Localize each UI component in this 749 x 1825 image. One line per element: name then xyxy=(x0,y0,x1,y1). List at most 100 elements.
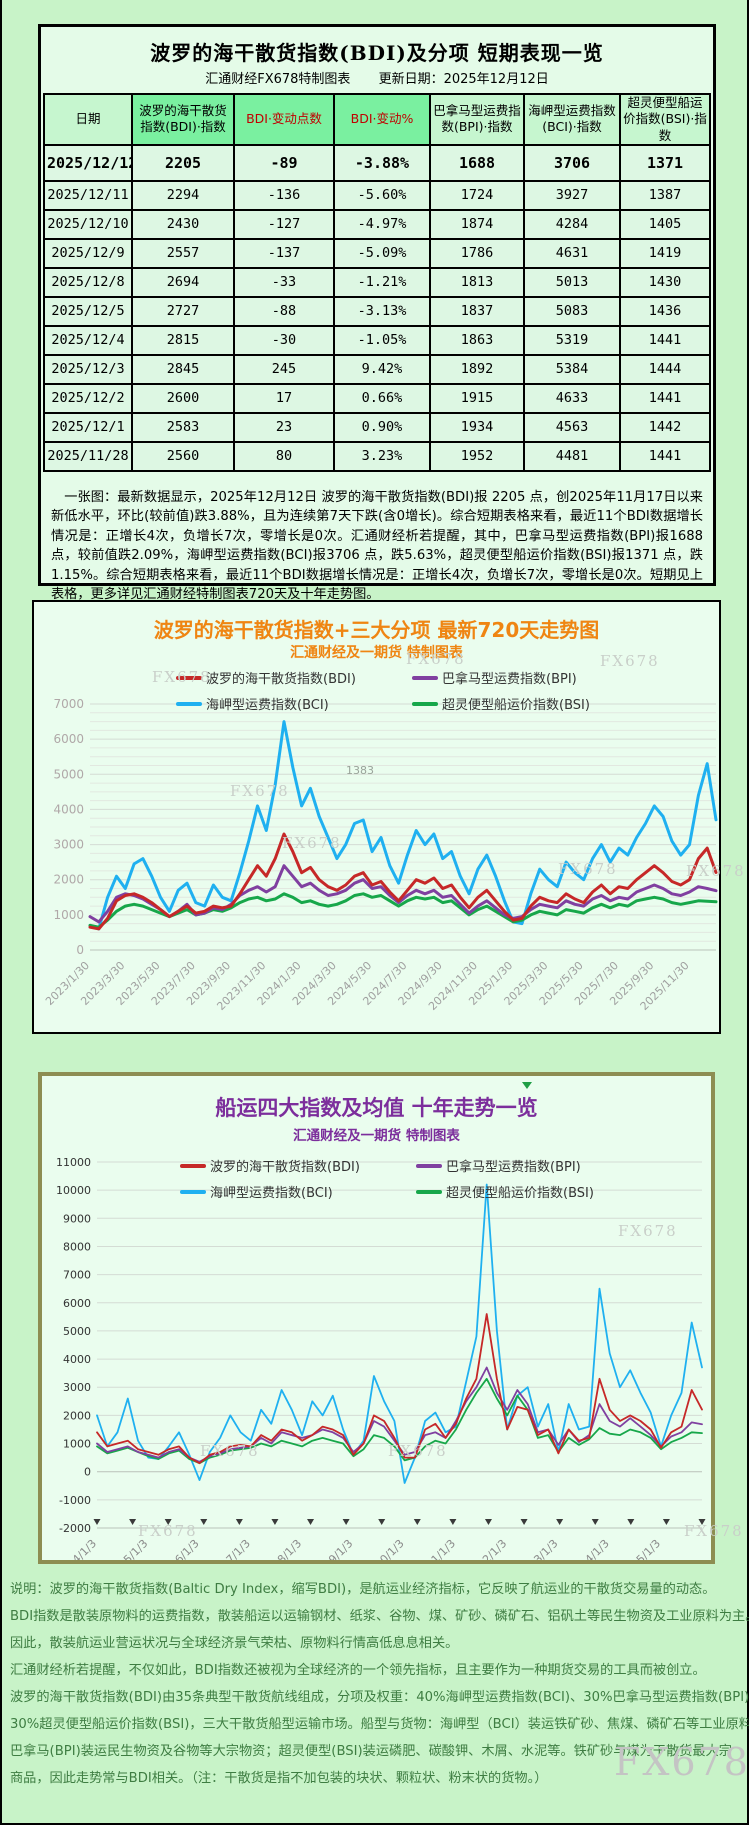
table-cell: 4633 xyxy=(523,382,621,414)
legend-item: 波罗的海干散货指数(BDI) xyxy=(180,1156,416,1175)
note-line: 商品，因此走势常与BDI相关。（注：干散货是指不加包装的块状、颗粒状、粉末状的货… xyxy=(10,1771,548,1786)
table-cell: -137 xyxy=(233,237,335,269)
table-row: 2025/11/28 2560 80 3.23% 1952 4481 1441 xyxy=(43,440,711,472)
table-cell: 2205 xyxy=(131,143,235,182)
note-line: BDI指数是散装原物料的运费指数，散装船运以运输钢材、纸浆、谷物、煤、矿砂、磷矿… xyxy=(10,1609,749,1624)
table-cell: -33 xyxy=(233,266,335,298)
table-subtitle-date: 更新日期：2025年12月12日 xyxy=(378,72,549,87)
table-cell: 1371 xyxy=(619,143,711,182)
tick-triangle-icon xyxy=(200,1519,208,1525)
fx678-watermark: FX678 xyxy=(138,1522,198,1540)
note-line: 说明：波罗的海干散货指数(Baltic Dry Index，缩写BDI)，是航运… xyxy=(10,1582,716,1597)
table-cell: 2557 xyxy=(131,237,235,269)
chart-720day-card: 波罗的海干散货指数+三大分项 最新720天走势图 汇通财经及一期货 特制图表 0… xyxy=(32,600,744,1034)
table-cell: -127 xyxy=(233,208,335,240)
y-axis-label: 11000 xyxy=(56,1156,91,1169)
table-row: 2025/12/8 2694 -33 -1.21% 1813 5013 1430 xyxy=(43,266,711,298)
legend-line-icon xyxy=(176,675,202,680)
table-cell: 2025/12/2 xyxy=(43,382,133,414)
table-cell: 1442 xyxy=(619,411,711,443)
table-cell: 1387 xyxy=(619,179,711,211)
table-cell: 1419 xyxy=(619,237,711,269)
y-axis-label: 1000 xyxy=(53,908,84,922)
column-header: BDI·变动% xyxy=(333,93,431,146)
legend-label: 海岬型运费指数(BCI) xyxy=(210,1186,333,1201)
table-cell: 4284 xyxy=(523,208,621,240)
table-cell: 1892 xyxy=(429,353,525,385)
x-axis-label: 2014/1/3 xyxy=(55,1537,99,1560)
fx678-watermark: FX678 xyxy=(618,1222,678,1240)
legend-label: 波罗的海干散货指数(BDI) xyxy=(210,1160,360,1175)
legend-line-icon xyxy=(416,1163,442,1168)
y-axis-label: -2000 xyxy=(59,1522,91,1535)
y-axis-label: 10000 xyxy=(56,1184,91,1197)
y-axis-label: 3000 xyxy=(63,1381,91,1394)
y-axis-label: 5000 xyxy=(53,767,84,781)
table-header: 日期 波罗的海干散货指数(BDI)·指数 BDI·变动点数 BDI·变动% 巴拿马型运费… xyxy=(43,93,711,146)
legend-item: 超灵便型船运价指数(BSI) xyxy=(412,694,590,713)
table-cell: 1436 xyxy=(619,295,711,327)
table-cell: 1405 xyxy=(619,208,711,240)
note-line: 巴拿马(BPI)装运民生物资及谷物等大宗物资；超灵便型(BSI)装运磷肥、碳酸钾… xyxy=(10,1744,732,1759)
tick-triangle-icon xyxy=(307,1519,315,1525)
legend-label: 海岬型运费指数(BCI) xyxy=(206,698,329,713)
x-axis-label: 2016/1/3 xyxy=(158,1537,202,1560)
y-axis-label: 4000 xyxy=(63,1353,91,1366)
table-cell: 1915 xyxy=(429,382,525,414)
table-cell: 0.66% xyxy=(333,382,431,414)
table-cell: 2560 xyxy=(131,440,235,472)
x-axis-label: 2019/1/3 xyxy=(311,1537,355,1560)
table-cell: 1786 xyxy=(429,237,525,269)
tick-triangle-icon xyxy=(271,1519,279,1525)
table-row: 2025/12/1 2583 23 0.90% 1934 4563 1442 xyxy=(43,411,711,443)
tick-triangle-icon xyxy=(235,1519,243,1525)
table-cell: 2727 xyxy=(131,295,235,327)
table-cell: 1444 xyxy=(619,353,711,385)
chart-10year-card: 船运四大指数及均值 十年走势一览 汇通财经及一期货 特制图表 -2000 -100… xyxy=(38,1072,742,1564)
chart-720day-plot: 010002000300040005000600070002023/1/3020… xyxy=(43,697,718,1013)
table-cell: -3.13% xyxy=(333,295,431,327)
fx678-watermark: FX678 xyxy=(230,782,290,800)
legend-label: 巴拿马型运费指数(BPI) xyxy=(446,1160,581,1175)
x-axis-label: 2015/1/3 xyxy=(106,1537,150,1560)
y-axis-label: 9000 xyxy=(63,1212,91,1225)
table-cell: 23 xyxy=(233,411,335,443)
table-cell: 5083 xyxy=(523,295,621,327)
series-line-3 xyxy=(88,832,718,931)
chart-720day-subtitle: 汇通财经及一期货 特制图表 xyxy=(290,645,463,661)
table-cell: -3.88% xyxy=(333,143,431,182)
tick-triangle-icon xyxy=(591,1519,599,1525)
table-cell: 1874 xyxy=(429,208,525,240)
fx678-watermark: FX678 xyxy=(684,1522,744,1540)
y-axis-label: 7000 xyxy=(53,697,84,711)
legend-label: 波罗的海干散货指数(BDI) xyxy=(206,672,356,687)
table-cell: 1934 xyxy=(429,411,525,443)
y-axis-label: 6000 xyxy=(53,732,84,746)
table-cell: -5.60% xyxy=(333,179,431,211)
y-axis-label: 2000 xyxy=(63,1409,91,1422)
y-axis-label: -1000 xyxy=(59,1494,91,1507)
fx678-watermark: FX678 xyxy=(282,834,342,852)
table-cell: 2815 xyxy=(131,324,235,356)
table-cell: 2430 xyxy=(131,208,235,240)
table-cell: 1837 xyxy=(429,295,525,327)
table-row: 2025/12/3 2845 245 9.42% 1892 5384 1444 xyxy=(43,353,711,385)
table-cell: 1441 xyxy=(619,324,711,356)
table-cell: 245 xyxy=(233,353,335,385)
table-cell: 2294 xyxy=(131,179,235,211)
legend-item: 巴拿马型运费指数(BPI) xyxy=(416,1156,594,1175)
table-cell: 2845 xyxy=(131,353,235,385)
column-header: 海岬型运费指数(BCI)·指数 xyxy=(523,93,621,146)
legend-line-icon xyxy=(180,1189,206,1194)
table-cell: 2025/12/12 xyxy=(43,143,133,182)
table-cell: 2025/11/28 xyxy=(43,440,133,472)
column-header: 波罗的海干散货指数(BDI)·指数 xyxy=(131,93,235,146)
legend-label: 巴拿马型运费指数(BPI) xyxy=(442,672,577,687)
table-cell: 2600 xyxy=(131,382,235,414)
table-subtitle: 汇通财经FX678特制图表 更新日期：2025年12月12日 xyxy=(41,68,713,87)
table-cell: 4481 xyxy=(523,440,621,472)
x-axis-label: 2021/1/3 xyxy=(414,1537,458,1560)
fx678-watermark: FX678 xyxy=(388,1442,448,1460)
legend-item: 巴拿马型运费指数(BPI) xyxy=(412,668,590,687)
chart-10year-subtitle: 汇通财经及一期货 特制图表 xyxy=(293,1128,460,1144)
